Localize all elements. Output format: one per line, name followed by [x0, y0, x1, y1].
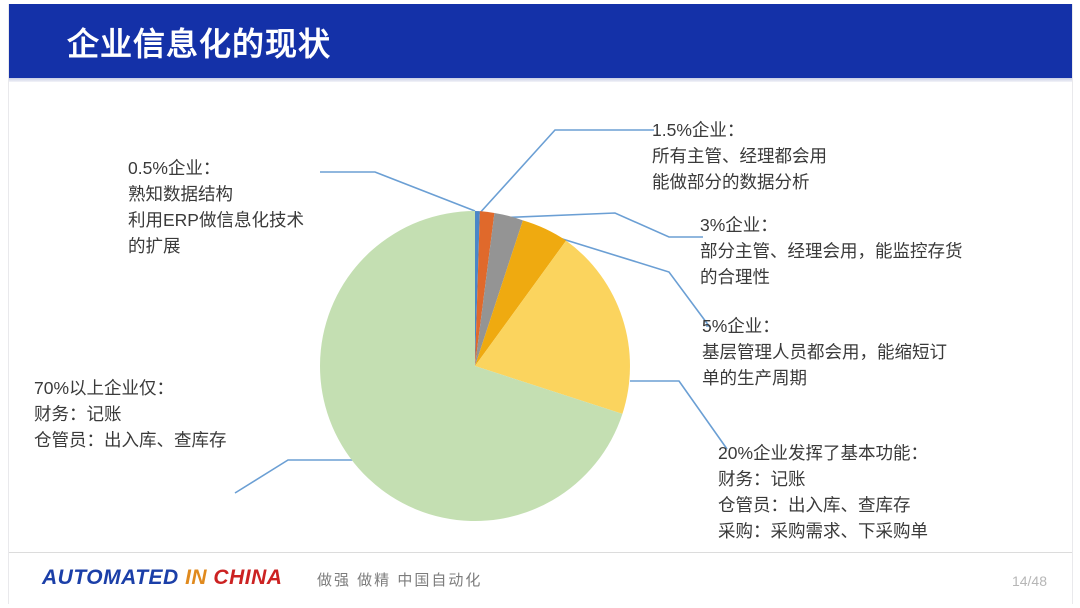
- annotation-line: 利用ERP做信息化技术: [128, 210, 304, 230]
- annotation-line: 1.5%企业：: [652, 120, 745, 140]
- pie-slices: [319, 210, 630, 521]
- annotation-line: 70%以上企业仅：: [34, 378, 175, 398]
- leader-line-5: [526, 227, 711, 327]
- annotation-0-5-percent: 0.5%企业： 熟知数据结构 利用ERP做信息化技术 的扩展: [128, 155, 304, 259]
- slide-frame-left: [0, 0, 9, 608]
- title-bar-shadow: [9, 78, 1072, 82]
- annotation-line: 能做部分的数据分析: [652, 172, 810, 192]
- annotation-line: 财务：记账: [34, 404, 122, 424]
- pie-slice-0-5[interactable]: [475, 211, 480, 366]
- slide-frame-top: [0, 0, 1080, 4]
- leader-line-3: [494, 212, 703, 238]
- annotation-line: 单的生产周期: [702, 368, 807, 388]
- annotation-line: 的合理性: [700, 267, 770, 287]
- brand-logo-word-in: IN: [185, 566, 208, 589]
- annotation-line: 仓管员：出入库、查库存: [34, 430, 227, 450]
- pie-chart-svg: [234, 129, 728, 521]
- annotation-line: 的扩展: [128, 236, 181, 256]
- brand-tagline: 做强 做精 中国自动化: [317, 572, 483, 589]
- leader-lines: [234, 129, 728, 494]
- annotation-line: 部分主管、经理会用，能监控存货: [700, 241, 963, 261]
- footer-divider: [9, 552, 1072, 553]
- annotation-70-percent: 70%以上企业仅： 财务：记账 仓管员：出入库、查库存: [34, 375, 227, 453]
- annotation-line: 0.5%企业：: [128, 158, 221, 178]
- leader-line-20: [630, 380, 728, 450]
- annotation-line: 熟知数据结构: [128, 184, 233, 204]
- slide-frame-bottom: [0, 604, 1080, 608]
- pie-slice-1-5[interactable]: [475, 211, 495, 366]
- annotation-line: 财务：记账: [718, 469, 806, 489]
- page-number: 14/48: [1011, 573, 1047, 589]
- footer: AUTOMATED IN CHINA 做强 做精 中国自动化 14/48: [9, 553, 1072, 604]
- annotation-3-percent: 3%企业： 部分主管、经理会用，能监控存货 的合理性: [700, 212, 963, 290]
- pie-slice-20[interactable]: [475, 240, 630, 414]
- brand-logo-word-automated: AUTOMATED: [42, 566, 179, 589]
- title-bar: 企业信息化的现状: [9, 4, 1072, 78]
- pie-slice-70[interactable]: [319, 210, 623, 521]
- annotation-line: 所有主管、经理都会用: [652, 146, 827, 166]
- page-title: 企业信息化的现状: [67, 26, 332, 62]
- annotation-1-5-percent: 1.5%企业： 所有主管、经理都会用 能做部分的数据分析: [652, 117, 827, 195]
- leader-line-0-5: [320, 171, 476, 212]
- brand-logo-word-china: CHINA: [213, 566, 283, 589]
- slide-frame-right: [1072, 0, 1080, 608]
- pie-slice-5[interactable]: [475, 220, 567, 366]
- pie-slice-3[interactable]: [475, 212, 523, 366]
- pie-chart: [9, 82, 1072, 548]
- annotation-line: 采购：采购需求、下采购单: [718, 521, 928, 541]
- annotation-line: 20%企业发挥了基本功能：: [718, 443, 929, 463]
- annotation-line: 3%企业：: [700, 215, 778, 235]
- annotation-line: 仓管员：出入库、查库存: [718, 495, 911, 515]
- annotation-5-percent: 5%企业： 基层管理人员都会用，能缩短订 单的生产周期: [702, 313, 947, 391]
- annotation-20-percent: 20%企业发挥了基本功能： 财务：记账 仓管员：出入库、查库存 采购：采购需求、…: [718, 440, 928, 544]
- annotation-line: 基层管理人员都会用，能缩短订: [702, 342, 947, 362]
- brand-logo: AUTOMATED IN CHINA: [42, 566, 282, 590]
- annotation-line: 5%企业：: [702, 316, 780, 336]
- leader-line-1-5: [477, 129, 654, 216]
